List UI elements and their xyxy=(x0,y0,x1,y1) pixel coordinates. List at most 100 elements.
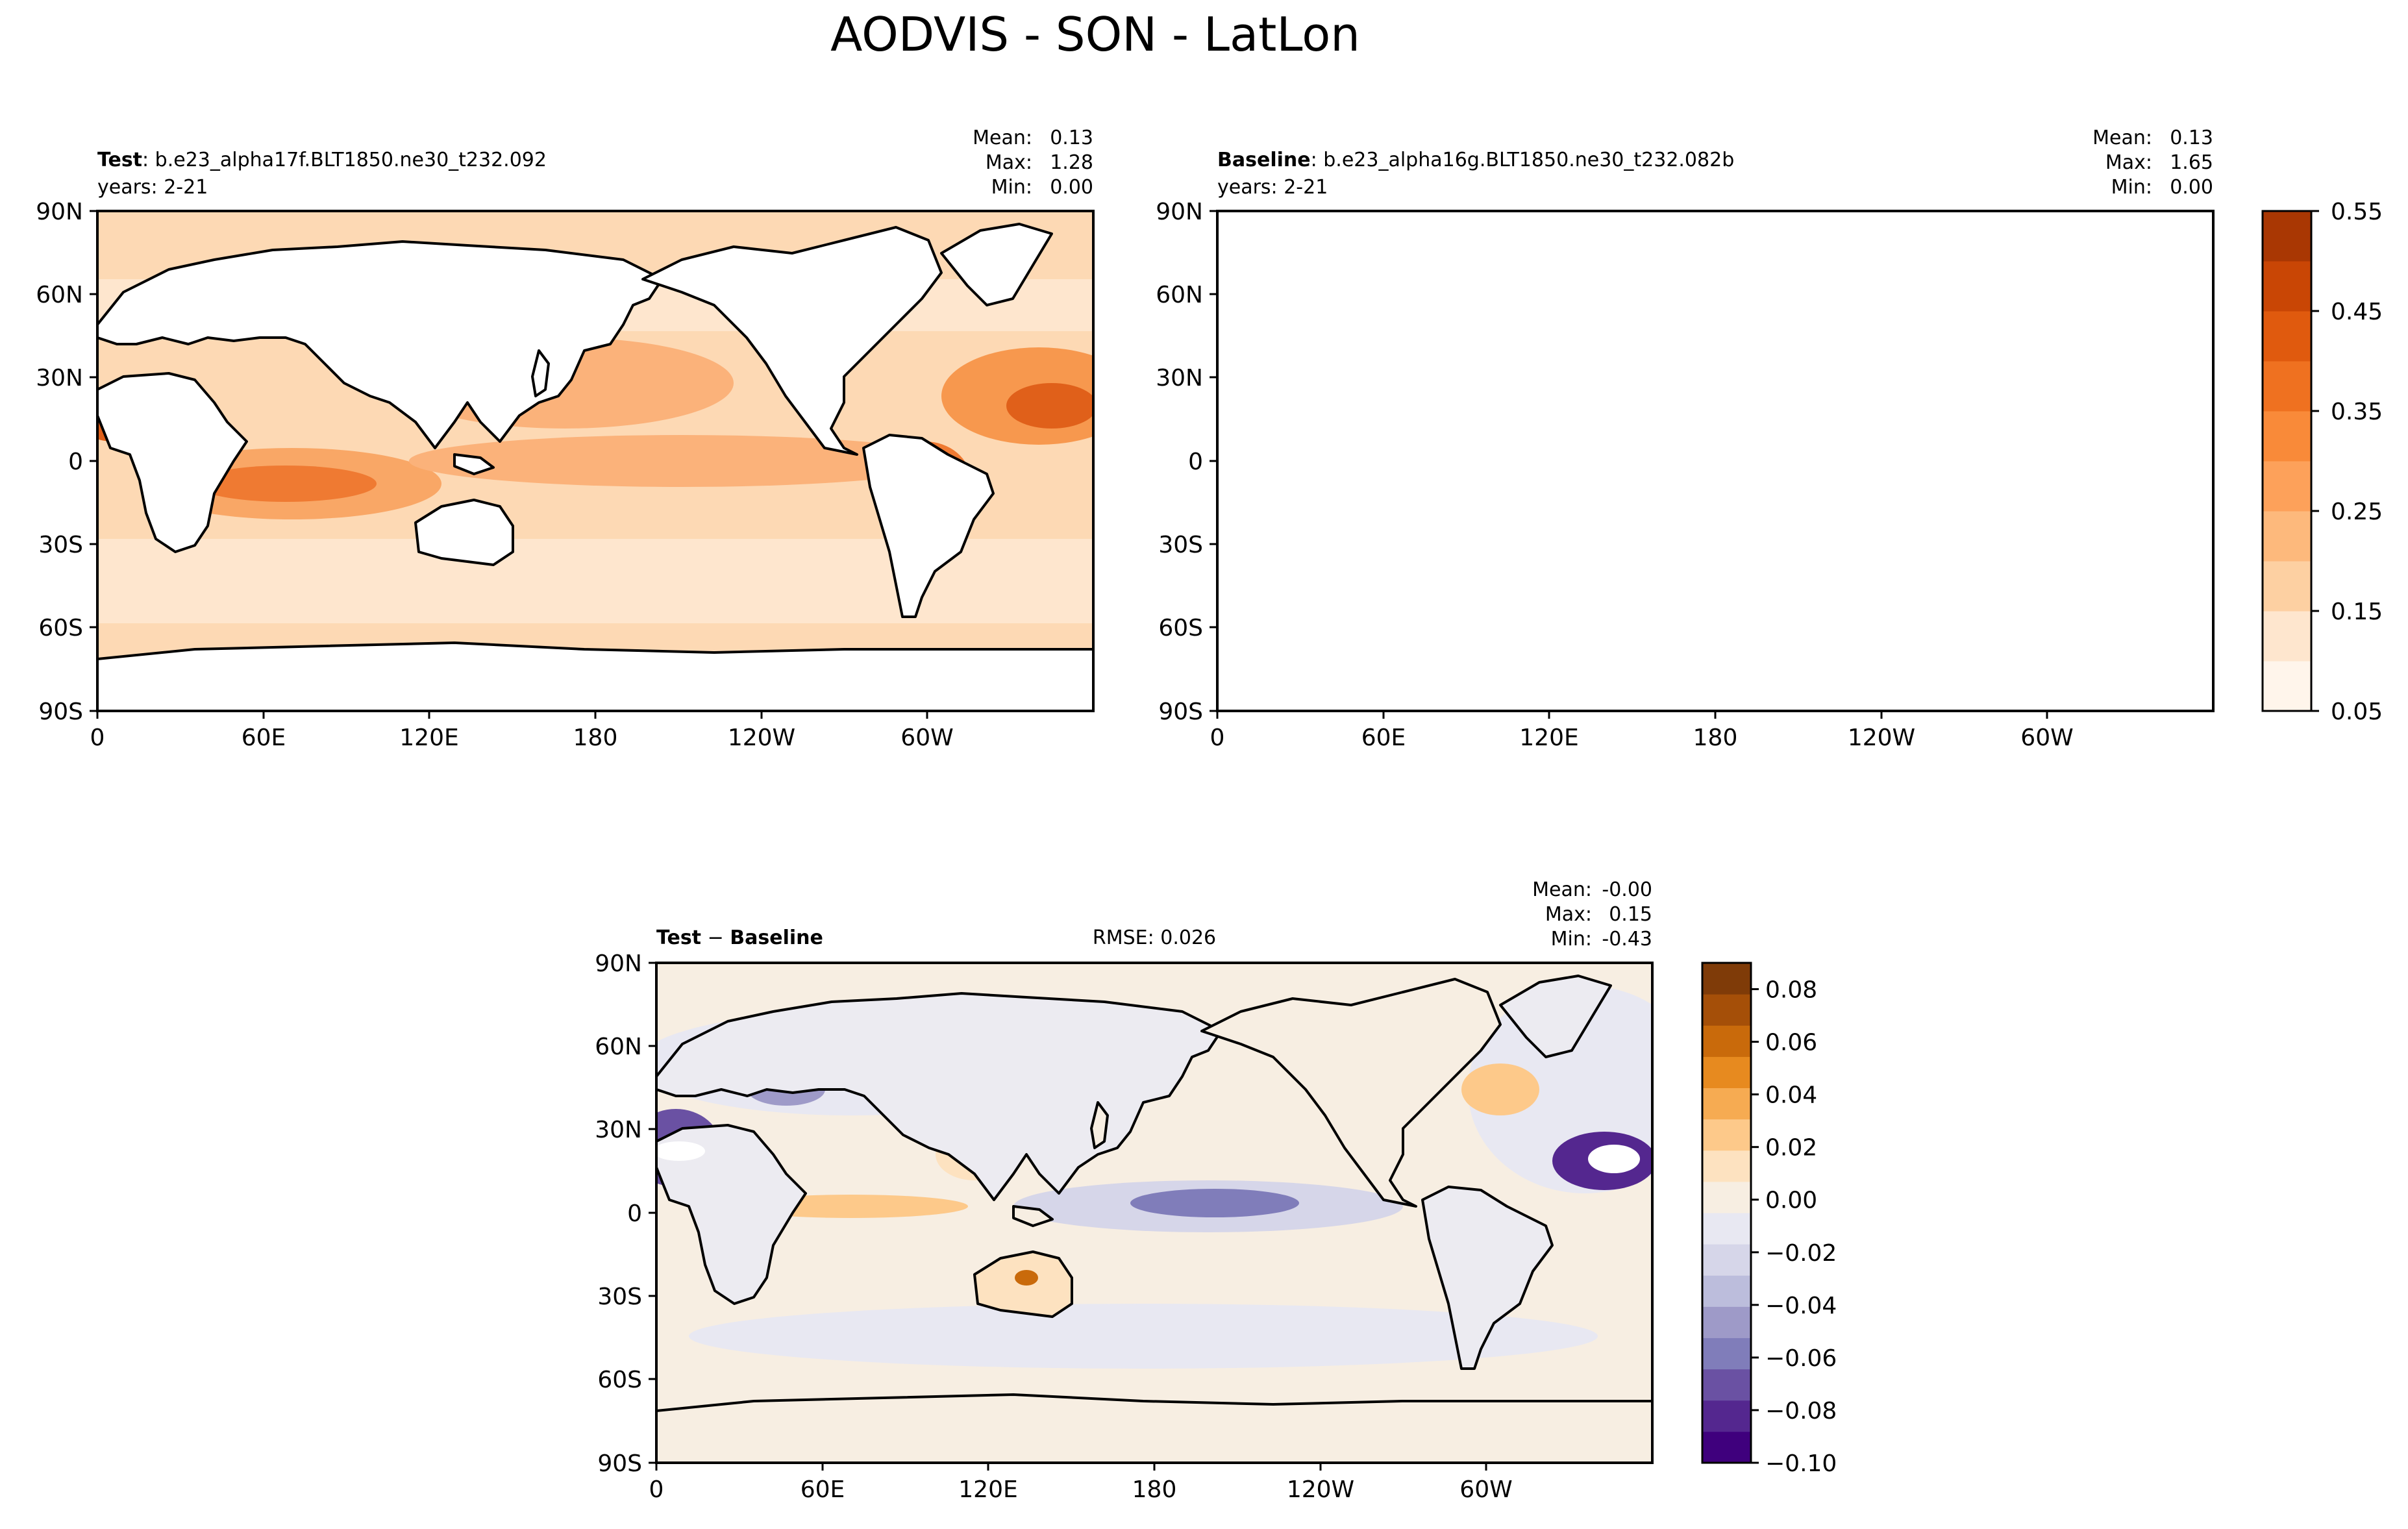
colorbar-tick-label: 0.25 xyxy=(2331,499,2383,525)
aerosol-plume-eq-pacific xyxy=(409,435,954,487)
colorbar-swatch xyxy=(2263,311,2311,362)
panel-baseline-x-ticks: 0 60E 120E 180 120W 60W xyxy=(1210,725,2074,751)
y-tick: 90S xyxy=(1158,699,1203,725)
land-japan xyxy=(1090,1101,1109,1149)
stat-max-label: Max: xyxy=(2105,151,2152,174)
land-south-america xyxy=(862,434,995,618)
x-tick: 60W xyxy=(2020,725,2073,751)
stat-mean-label: Mean: xyxy=(2092,127,2152,149)
colorbar-ticks: 0.08 0.06 0.04 0.02 0.00 −0.02 −0.04 −0.06 −0.08… xyxy=(1751,977,1837,1477)
y-tick: 0 xyxy=(627,1200,642,1227)
stat-min-label: Min: xyxy=(2111,176,2152,199)
land-australia xyxy=(414,499,514,566)
y-tick: 90N xyxy=(595,951,642,977)
colorbar-tick-label: −0.10 xyxy=(1765,1450,1837,1477)
map-test xyxy=(97,211,1093,711)
aerosol-plume-samerica xyxy=(1993,435,2097,526)
diff-neg-eqpacific-core xyxy=(1130,1189,1299,1217)
colorbar-swatch xyxy=(1702,1056,1751,1088)
colorbar-tick-label: 0.04 xyxy=(1765,1082,1817,1109)
colorbar-tick-label: 0.45 xyxy=(2331,299,2383,325)
aerosol-plume-atlantic xyxy=(2055,347,2263,458)
colorbar-tick-label: 0.05 xyxy=(2331,699,2383,725)
y-tick: 60N xyxy=(1156,282,1203,308)
y-tick: 90N xyxy=(36,199,83,225)
north-band xyxy=(1217,279,2213,331)
x-tick: 120E xyxy=(399,725,458,751)
land-indonesia xyxy=(1012,1205,1054,1227)
land-north-america xyxy=(1200,978,1502,1208)
colorbar-frame xyxy=(1701,962,1752,1464)
continents xyxy=(1217,224,2213,711)
panel-test-x-ticks: 0 60E 120E 180 120W 60W xyxy=(90,725,954,751)
y-tick: 30S xyxy=(38,532,83,558)
x-tick: 60E xyxy=(801,1476,845,1503)
colorbar-swatch xyxy=(2263,561,2311,612)
colorbar-swatch xyxy=(1702,1431,1751,1463)
colorbar-swatch xyxy=(1702,1088,1751,1120)
colorbar-tick-label: −0.02 xyxy=(1765,1240,1837,1267)
panel-test-stats: Mean: 0.13 Max: 1.28 Min: 0.00 xyxy=(973,127,1093,199)
x-tick: 0 xyxy=(649,1476,664,1503)
panel-test-label-bold: Test xyxy=(97,149,142,171)
land-greenland xyxy=(1499,975,1612,1058)
stat-min-label: Min: xyxy=(1551,928,1592,951)
x-tick: 0 xyxy=(90,725,105,751)
colorbar-swatches xyxy=(2263,211,2311,712)
colorbar-ticks: 0.55 0.45 0.35 0.25 0.15 0.05 xyxy=(2331,199,2383,725)
colorbar-swatch xyxy=(1702,1119,1751,1151)
colorbar-tick-label: −0.06 xyxy=(1765,1345,1837,1372)
y-tick: 30N xyxy=(36,365,83,392)
land-japan xyxy=(531,349,550,397)
aerosol-plume-indian xyxy=(1263,448,1561,519)
colorbar-swatch xyxy=(1702,1400,1751,1432)
stat-max-value: 1.28 xyxy=(1050,151,1093,174)
map-difference xyxy=(656,963,1652,1463)
stat-mean-value: 0.13 xyxy=(1050,127,1093,149)
colorbar-tick-label: −0.08 xyxy=(1765,1398,1837,1424)
panel-test-axes xyxy=(90,210,928,719)
y-tick: 60S xyxy=(1158,615,1203,641)
y-tick: 30S xyxy=(597,1284,642,1310)
aerosol-plume-indian-core xyxy=(1315,466,1496,502)
colorbar-swatch xyxy=(1702,963,1751,995)
panel-diff-y-ticks: 90N 60N 30N 0 30S 60S 90S xyxy=(595,951,642,1477)
land-europe-asia xyxy=(97,240,664,449)
colorbar-tick-marks xyxy=(2311,210,2319,712)
continents xyxy=(656,975,1652,1463)
land-antarctica xyxy=(656,1393,1652,1463)
stat-max-label: Max: xyxy=(986,151,1032,174)
colorbar-tick-label: −0.04 xyxy=(1765,1293,1837,1319)
panel-difference: Test − Baseline RMSE: 0.026 Mean: -0.00 … xyxy=(595,878,1654,1503)
colorbar-swatch xyxy=(2263,511,2311,562)
aerosol-plume-atlantic-core xyxy=(2120,383,2224,435)
x-tick: 180 xyxy=(1693,725,1738,751)
panel-diff-axes xyxy=(649,962,1487,1471)
colorbar-swatch xyxy=(2263,661,2311,712)
panel-diff-rmse: RMSE: 0.026 xyxy=(1093,926,1216,949)
colorbar-swatch xyxy=(1702,1150,1751,1182)
southern-band xyxy=(1217,539,2213,623)
diff-pos-npacific xyxy=(1461,1063,1539,1115)
stat-mean-label: Mean: xyxy=(973,127,1032,149)
colorbar-swatch xyxy=(1702,1306,1751,1338)
panel-diff-minus: − xyxy=(701,926,730,949)
panel-baseline-years: years: 2-21 xyxy=(1217,176,1328,199)
colorbar-diverging: 0.08 0.06 0.04 0.02 0.00 −0.02 −0.04 −0.06 −0.08… xyxy=(1701,962,1837,1477)
panel-baseline-case: : b.e23_alpha16g.BLT1850.ne30_t232.082b xyxy=(1311,149,1735,171)
panel-test: Test: b.e23_alpha17f.BLT1850.ne30_t232.0… xyxy=(36,127,1095,751)
land-japan xyxy=(1652,351,1669,396)
panel-baseline: Baseline: b.e23_alpha16g.BLT1850.ne30_t2… xyxy=(1156,127,2263,751)
stat-min-label: Min: xyxy=(991,176,1032,199)
ocean-background xyxy=(1217,211,2213,711)
x-tick: 120W xyxy=(1287,1476,1354,1503)
x-tick: 120W xyxy=(1848,725,1915,751)
panel-test-case: : b.e23_alpha17f.BLT1850.ne30_t232.092 xyxy=(142,149,547,171)
colorbar-swatch xyxy=(2263,261,2311,312)
y-tick: 60N xyxy=(36,282,83,308)
land-south-america xyxy=(1983,435,2113,617)
colorbar-swatches xyxy=(1702,963,1751,1463)
panel-baseline-axes xyxy=(1210,210,2048,719)
stat-mean-value: -0.00 xyxy=(1602,878,1652,901)
